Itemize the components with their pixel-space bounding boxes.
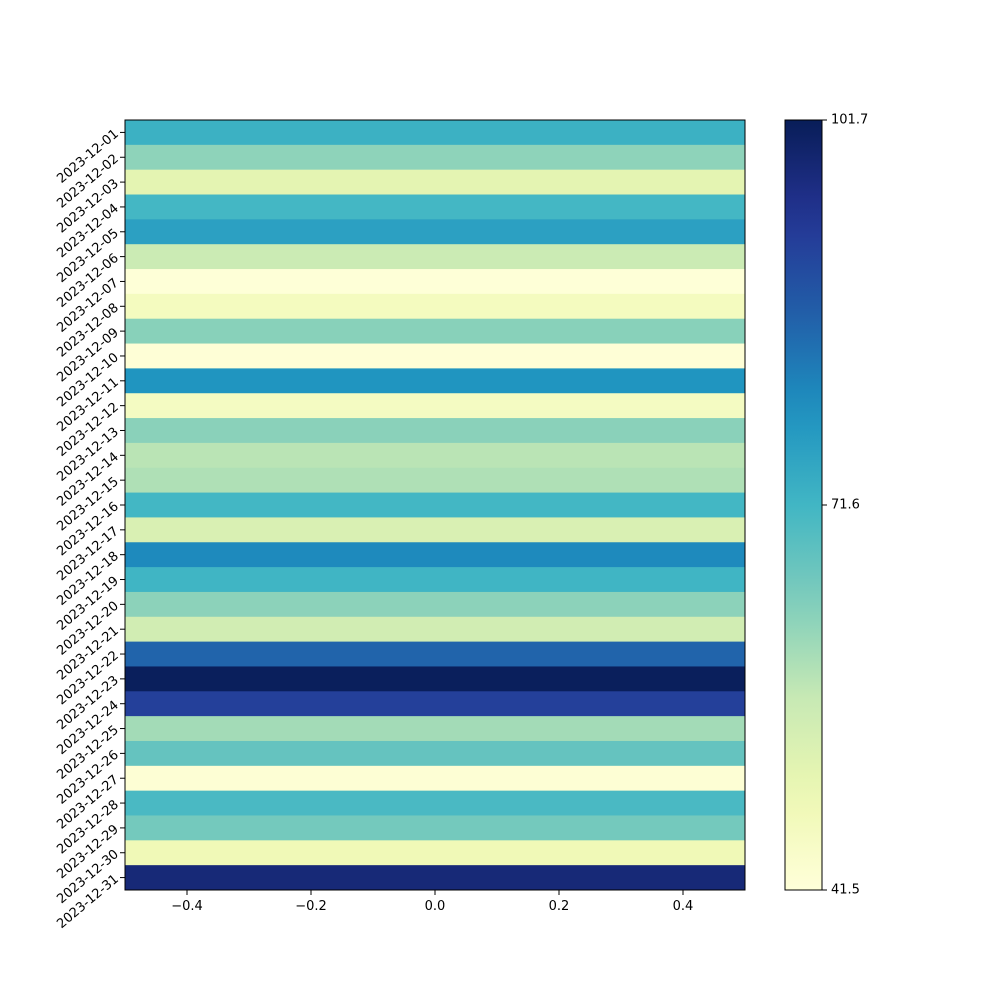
heatmap-row: [125, 865, 745, 891]
heatmap-row: [125, 442, 745, 469]
heatmap-row: [125, 418, 745, 444]
heatmap-row: [125, 616, 745, 643]
x-tick-label: −0.2: [295, 899, 327, 914]
heatmap-row: [125, 194, 745, 220]
heatmap-row: [125, 666, 745, 692]
heatmap-row: [125, 716, 745, 742]
heatmap-row: [125, 815, 745, 841]
heatmap-row: [125, 343, 745, 369]
colorbar: [784, 119, 823, 891]
heatmap-row: [125, 244, 745, 270]
heatmap-row: [125, 368, 745, 394]
heatmap-row: [125, 517, 745, 543]
heatmap-row: [125, 219, 745, 245]
x-axis: −0.4 −0.2 0.0 0.2 0.4: [171, 890, 693, 914]
heatmap-row: [125, 318, 745, 345]
heatmap-row: [125, 393, 745, 419]
heatmap-row: [125, 293, 745, 320]
y-axis: 2023-12-012023-12-022023-12-032023-12-04…: [54, 127, 125, 932]
colorbar-tick-label: 101.7: [831, 113, 868, 128]
heatmap-row: [125, 740, 745, 767]
heatmap-row: [125, 567, 745, 593]
x-tick-label: 0.2: [549, 899, 570, 914]
heatmap-row: [125, 492, 745, 518]
heatmap-rows: [125, 120, 745, 891]
heatmap-row: [125, 765, 745, 792]
heatmap-row: [125, 840, 745, 866]
heatmap-row: [125, 120, 745, 146]
heatmap-row: [125, 641, 745, 667]
colorbar-tick-label: 71.6: [831, 498, 860, 513]
heatmap-row: [125, 790, 745, 816]
x-tick-label: 0.4: [673, 899, 694, 914]
heatmap-row: [125, 269, 745, 295]
heatmap-row: [125, 591, 745, 618]
x-tick-label: −0.4: [171, 899, 203, 914]
heatmap-row: [125, 467, 745, 494]
heatmap-row: [125, 691, 745, 717]
heatmap-row: [125, 542, 745, 568]
colorbar-axis: 41.5 71.6 101.7: [822, 113, 868, 898]
heatmap-row: [125, 169, 745, 196]
heatmap-row: [125, 144, 745, 171]
x-tick-label: 0.0: [425, 899, 446, 914]
colorbar-tick-label: 41.5: [831, 883, 860, 898]
